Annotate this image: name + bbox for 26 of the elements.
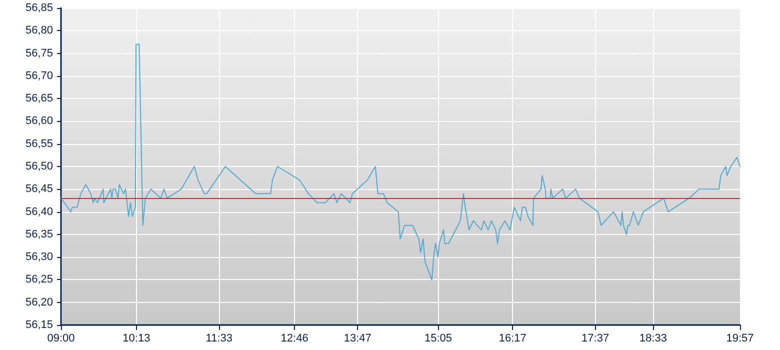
x-tick-label: 12:46 (280, 332, 308, 344)
y-tick-label: 56,35 (25, 228, 53, 240)
x-tick-label: 11:33 (206, 332, 232, 344)
y-tick-label: 56,75 (25, 47, 53, 60)
x-tick-label: 18:33 (639, 332, 667, 344)
x-tick-label: 09:00 (47, 332, 75, 344)
y-tick-label: 56,25 (25, 274, 53, 286)
y-tick-label: 56,50 (25, 160, 53, 172)
y-tick-label: 56,40 (25, 206, 53, 218)
y-tick-label: 56,70 (25, 70, 53, 82)
x-tick-label: 10:13 (122, 332, 150, 344)
y-tick-label: 56,30 (25, 251, 53, 264)
y-tick-label: 56,45 (25, 183, 53, 196)
y-tick-label: 56,65 (25, 92, 53, 105)
y-tick-label: 56,80 (25, 24, 53, 37)
x-tick-label: 13:47 (344, 332, 372, 344)
y-tick-label: 56,20 (25, 296, 53, 308)
x-tick-label: 17:37 (582, 332, 610, 344)
x-tick-label: 15:05 (424, 332, 452, 344)
line-series (60, 44, 740, 280)
y-tick-label: 56,15 (25, 319, 53, 331)
x-tick-label: 16:17 (498, 332, 526, 344)
y-tick-label: 56,55 (25, 138, 53, 150)
y-tick-label: 56,85 (25, 2, 53, 14)
x-tick-label: 19:57 (726, 332, 754, 344)
y-tick-label: 56,60 (25, 115, 53, 128)
